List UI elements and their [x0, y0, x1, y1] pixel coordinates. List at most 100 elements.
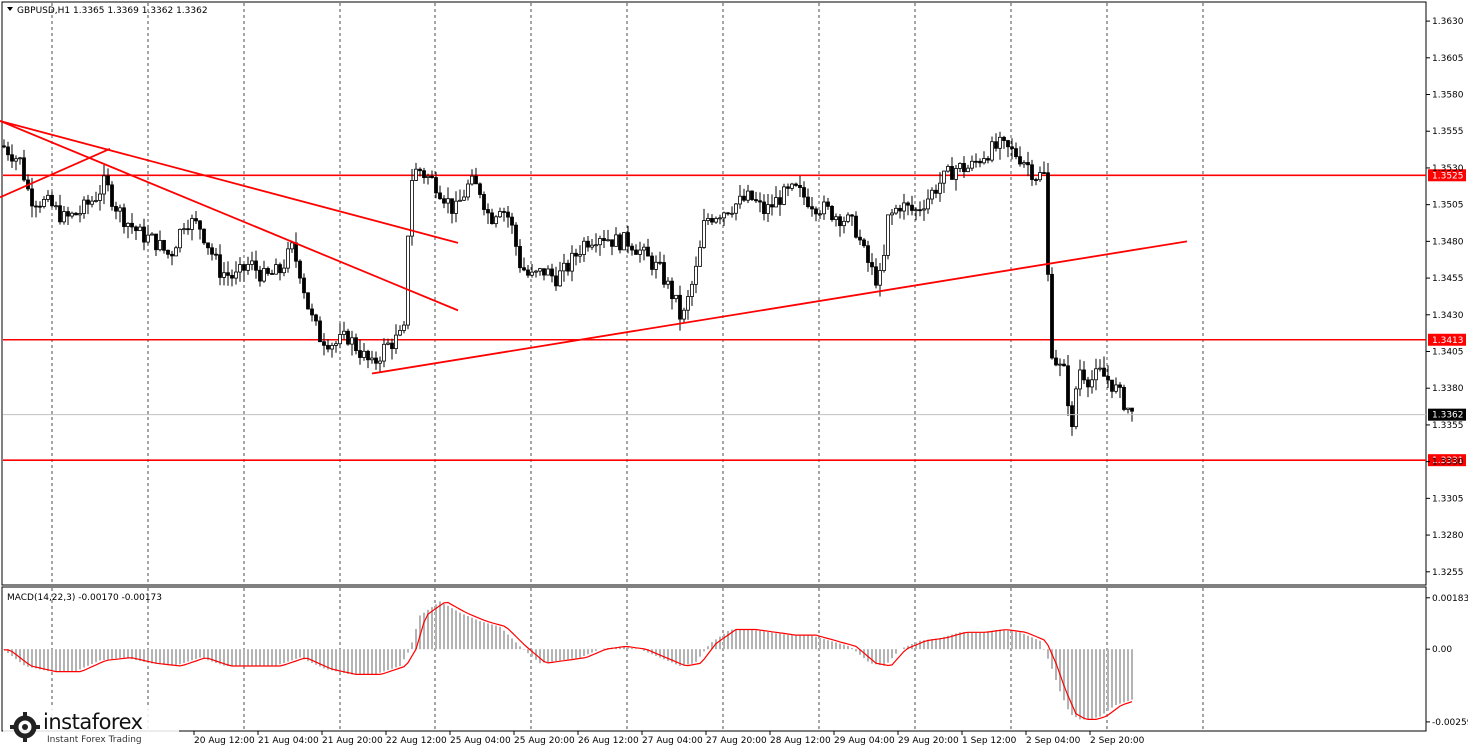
candle-body [1058, 363, 1062, 366]
candles [2, 131, 1134, 436]
candle-body [982, 158, 986, 164]
candle-body [326, 344, 330, 350]
candle-body [830, 205, 834, 221]
candle-body [962, 163, 966, 173]
candle-body [1074, 388, 1078, 427]
candle-body [866, 245, 870, 263]
candle-body [246, 263, 250, 271]
candle-body [902, 202, 906, 212]
candle-body [694, 265, 698, 285]
candle-body [1098, 367, 1102, 370]
candle-body [130, 222, 134, 228]
candle-body [30, 188, 34, 207]
candle-body [418, 168, 422, 172]
candle-body [730, 212, 734, 215]
current-price-badge [1428, 408, 1466, 421]
candle-body [570, 252, 574, 272]
candle-body [514, 224, 518, 247]
time-tick-label: 21 Aug 04:00 [258, 736, 319, 746]
candle-body [102, 175, 106, 195]
candle-body [818, 213, 822, 216]
candle-body [422, 170, 426, 179]
candle-body [1130, 407, 1134, 412]
candle-body [46, 194, 50, 200]
candle-body [342, 330, 346, 335]
trendline [371, 240, 1188, 375]
candle-body [286, 248, 290, 269]
candle-body [1102, 367, 1106, 377]
candle-body [346, 330, 350, 345]
candle-body [734, 203, 738, 214]
candle-body [946, 166, 950, 172]
candle-body [1042, 172, 1046, 174]
candle-body [682, 309, 686, 320]
candle-body [994, 141, 998, 149]
candle-body [746, 190, 750, 201]
candle-body [454, 200, 458, 214]
candle-body [98, 193, 102, 201]
candle-body [602, 238, 606, 241]
menu-triangle-icon[interactable] [7, 7, 13, 11]
price-tick-label: 1.3455 [1432, 274, 1464, 284]
price-tick-label: 1.3430 [1432, 311, 1464, 321]
candle-body [506, 211, 510, 218]
candle-body [154, 233, 158, 251]
candle-body [58, 205, 62, 223]
level-label: 1.3525 [1432, 171, 1464, 181]
candle-body [1070, 405, 1074, 427]
candle-body [930, 189, 934, 200]
trendline [0, 148, 111, 199]
candle-body [910, 204, 914, 211]
candle-body [754, 199, 758, 202]
candle-body [974, 160, 978, 163]
candle-body [310, 308, 314, 316]
candle-body [1086, 379, 1090, 388]
candle-body [358, 350, 362, 358]
candle-body [806, 196, 810, 208]
candle-body [522, 267, 526, 271]
candle-body [1114, 384, 1118, 392]
candle-body [710, 218, 714, 223]
candle-body [826, 201, 830, 207]
candle-body [698, 247, 702, 267]
candle-body [1026, 162, 1030, 166]
price-tick-label: 1.3405 [1432, 348, 1464, 358]
time-tick-label: 21 Aug 20:00 [322, 736, 383, 746]
candle-body [658, 261, 662, 264]
candle-body [530, 271, 534, 276]
candle-body [66, 211, 70, 217]
candle-body [462, 196, 466, 201]
candle-body [718, 217, 722, 220]
candle-body [198, 220, 202, 230]
candle-body [466, 183, 470, 198]
candle-body [750, 190, 754, 200]
candle-body [126, 222, 130, 227]
candle-body [538, 268, 542, 272]
candle-body [458, 199, 462, 202]
price-tick-label: 1.3505 [1432, 201, 1464, 211]
candle-body [862, 239, 866, 247]
candle-body [446, 198, 450, 204]
candle-body [618, 234, 622, 251]
candle-body [802, 187, 806, 198]
candle-body [614, 234, 618, 247]
candle-body [1066, 365, 1070, 407]
level-badge [1428, 333, 1466, 346]
main-pane-frame [1, 1, 1427, 586]
candle-body [62, 211, 66, 223]
time-tick-label: 29 Aug 20:00 [898, 736, 959, 746]
macd-tick-label: 0.00183 [1432, 594, 1468, 604]
candle-body [898, 207, 902, 212]
trendline [0, 120, 459, 312]
macd-label: MACD(14,22,3) -0.00170 -0.00173 [7, 593, 162, 603]
candle-body [182, 228, 186, 231]
candle-body [278, 264, 282, 274]
time-tick-label: 2 Sep 20:00 [1090, 736, 1145, 746]
candle-body [14, 158, 18, 162]
candle-body [690, 283, 694, 297]
candle-body [450, 198, 454, 214]
price-axis: 1.3630 1.3605 1.3580 1.3555 1.3530 1.3505 1.34… [3, 17, 1468, 728]
candle-body [1062, 363, 1066, 367]
candle-body [666, 280, 670, 285]
